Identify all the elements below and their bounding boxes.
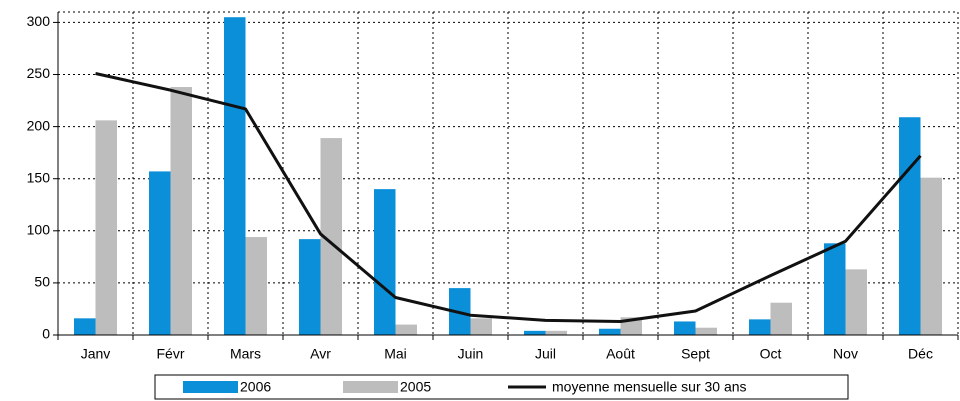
legend-swatch — [183, 381, 238, 393]
y-tick-label: 200 — [27, 117, 51, 133]
x-tick-label: Mars — [230, 346, 261, 362]
bar — [920, 177, 942, 335]
bar — [470, 318, 492, 335]
bar — [95, 120, 117, 335]
bar — [545, 330, 567, 335]
bar — [299, 239, 321, 335]
bar — [674, 321, 696, 335]
legend-swatch — [343, 381, 398, 393]
bar — [374, 189, 396, 335]
y-tick-label: 0 — [42, 326, 50, 342]
bar — [599, 328, 621, 335]
bar — [749, 319, 771, 335]
legend-label: 2005 — [400, 379, 431, 395]
bar — [74, 318, 96, 335]
y-tick-label: 100 — [27, 222, 51, 238]
bar — [170, 87, 192, 336]
y-tick-label: 300 — [27, 13, 51, 29]
x-tick-label: Juin — [458, 346, 484, 362]
x-tick-label: Sept — [681, 346, 710, 362]
x-tick-label: Déc — [908, 346, 933, 362]
y-tick-label: 150 — [27, 169, 51, 185]
y-tick-label: 50 — [34, 274, 50, 290]
bar — [770, 302, 792, 335]
x-tick-label: Avr — [310, 346, 331, 362]
bar — [899, 117, 921, 336]
x-tick-label: Janv — [81, 346, 111, 362]
bar — [320, 138, 342, 335]
legend-label: moyenne mensuelle sur 30 ans — [552, 379, 747, 395]
x-tick-label: Févr — [157, 346, 185, 362]
bar — [245, 237, 267, 335]
x-tick-label: Mai — [384, 346, 407, 362]
bar — [395, 324, 417, 335]
bar — [149, 171, 171, 335]
bar — [845, 269, 867, 335]
x-tick-label: Nov — [833, 346, 858, 362]
legend-label: 2006 — [240, 379, 271, 395]
x-tick-label: Oct — [760, 346, 782, 362]
x-tick-label: Août — [606, 346, 635, 362]
bar — [695, 327, 717, 335]
bar — [524, 330, 546, 335]
y-tick-label: 250 — [27, 65, 51, 81]
legend-box — [154, 374, 849, 400]
x-tick-label: Juil — [535, 346, 556, 362]
bar — [824, 243, 846, 335]
line-series — [95, 72, 922, 323]
bar — [224, 17, 246, 335]
